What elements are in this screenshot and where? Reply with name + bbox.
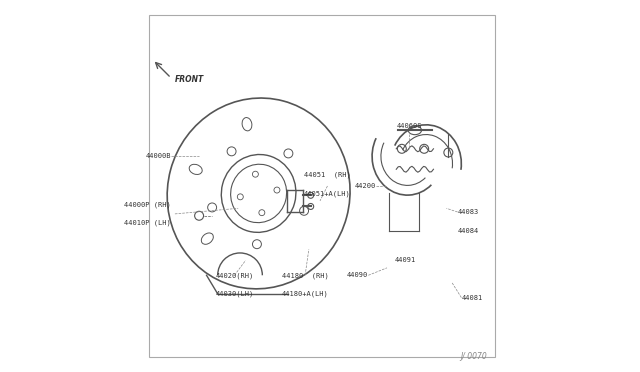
Text: 44084: 44084 bbox=[458, 228, 479, 234]
Text: 44020(RH): 44020(RH) bbox=[215, 272, 253, 279]
Text: 44091: 44091 bbox=[395, 257, 416, 263]
Text: 44000B: 44000B bbox=[146, 153, 172, 159]
Text: 44000P (RH): 44000P (RH) bbox=[124, 201, 172, 208]
Text: 44081: 44081 bbox=[461, 295, 483, 301]
Text: 44090: 44090 bbox=[347, 272, 369, 278]
Text: 44200: 44200 bbox=[355, 183, 376, 189]
Text: 44083: 44083 bbox=[458, 209, 479, 215]
Text: 44180+A(LH): 44180+A(LH) bbox=[282, 291, 328, 297]
Text: 44060S: 44060S bbox=[397, 124, 422, 129]
Text: J/ 0070: J/ 0070 bbox=[461, 352, 488, 361]
Text: FRONT: FRONT bbox=[175, 75, 204, 84]
Text: 44030(LH): 44030(LH) bbox=[215, 291, 253, 297]
Text: 44051  (RH): 44051 (RH) bbox=[304, 171, 351, 178]
Text: 44180  (RH): 44180 (RH) bbox=[282, 272, 328, 279]
Text: 44051+A(LH): 44051+A(LH) bbox=[304, 190, 351, 197]
Text: 44010P (LH): 44010P (LH) bbox=[124, 220, 172, 227]
